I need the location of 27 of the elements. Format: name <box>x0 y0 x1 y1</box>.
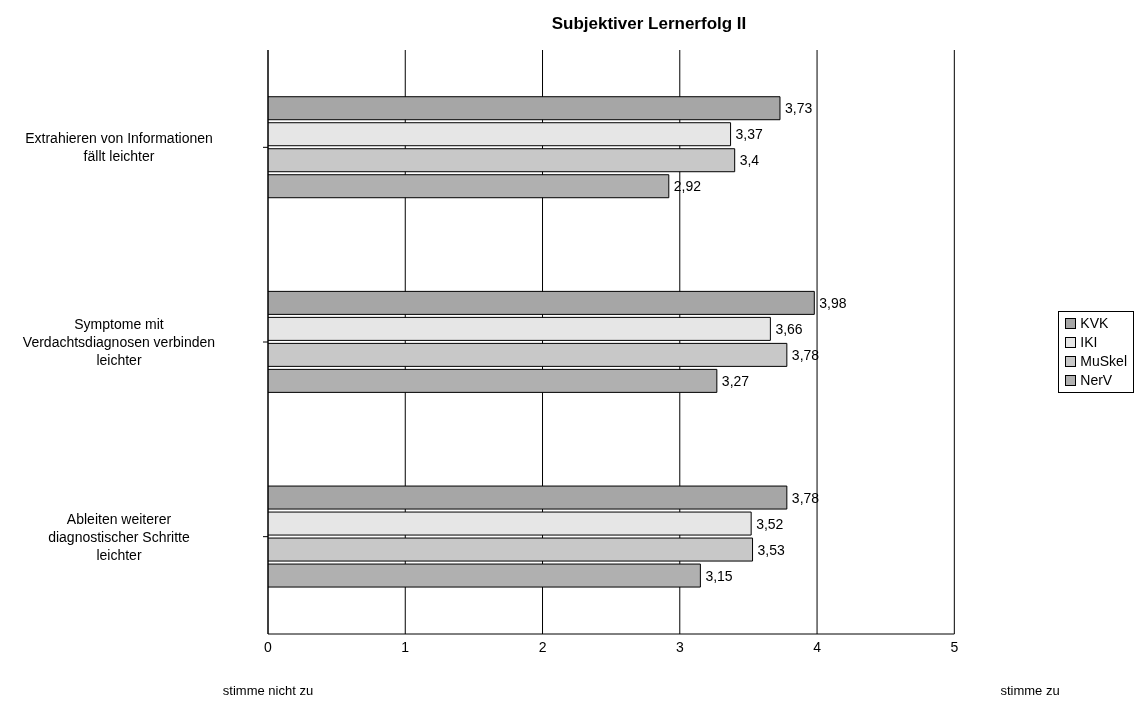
data-label: 3,15 <box>705 567 733 584</box>
legend-label: KVK <box>1079 314 1110 333</box>
data-label: 3,98 <box>819 294 847 311</box>
data-label: 3,4 <box>739 152 760 169</box>
data-label: 3,52 <box>756 515 784 532</box>
x-tick-label: 3 <box>675 638 684 655</box>
text: stimme nicht zu <box>222 683 314 698</box>
y-tick-label: Symptome mit Verdachtsdiagnosen verbinden leichter <box>22 316 216 368</box>
data-label: 3,78 <box>791 489 820 506</box>
legend-label: IKI <box>1079 333 1099 352</box>
x-tick-label: 4 <box>813 638 822 655</box>
y-tick-label: Extrahieren von Informationen fällt leichter <box>25 130 213 165</box>
text: stimme zu <box>1000 683 1060 698</box>
legend-label: MuSkel <box>1079 352 1127 371</box>
data-label: 3,27 <box>721 372 750 389</box>
data-label: 3,53 <box>757 541 785 558</box>
legend-label: NerV <box>1079 371 1114 390</box>
y-tick-label: Ableiten weiterer diagnostischer Schritte leichter <box>48 510 191 563</box>
data-label: 3,73 <box>784 100 813 117</box>
data-label: 3,37 <box>735 126 764 143</box>
data-label: 3,78 <box>791 346 820 363</box>
data-label: 3,66 <box>775 320 803 337</box>
x-tick-label: 2 <box>538 638 547 655</box>
chart-title: Subjektiver Lernerfolg II <box>550 14 748 34</box>
x-tick-label: 5 <box>950 638 959 655</box>
x-tick-label: 0 <box>264 638 273 655</box>
x-tick-label: 1 <box>401 638 410 655</box>
